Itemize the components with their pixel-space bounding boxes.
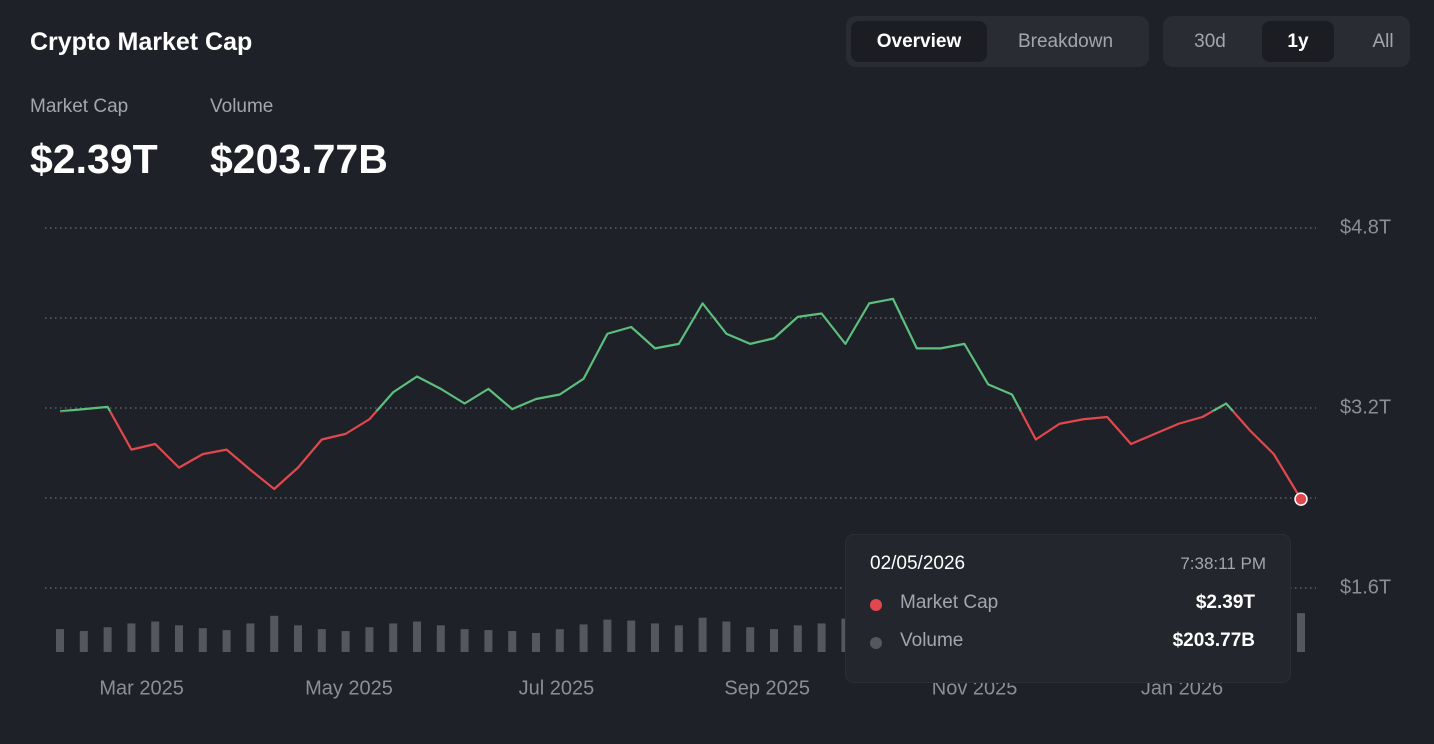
tooltip: 02/05/2026 7:38:11 PM Market Cap $2.39T Vo…	[846, 535, 1290, 682]
volume-bar	[746, 627, 755, 652]
volume-bar	[222, 630, 231, 652]
volume-bar	[841, 618, 850, 652]
volume-bar	[341, 631, 350, 652]
volume-bar	[651, 623, 659, 652]
volume-bar	[151, 621, 160, 652]
stat-value: $2.39T	[30, 136, 158, 182]
x-tick-label: Jan 2026	[1141, 677, 1223, 699]
y-tick-label: $3.2T	[1340, 396, 1391, 418]
volume-bar	[79, 631, 88, 652]
volume-bar	[175, 625, 183, 652]
volume-bar	[698, 617, 707, 652]
volume-bar	[127, 623, 136, 652]
view-tab[interactable]: Overview	[851, 21, 987, 62]
range-tab[interactable]: 1y	[1262, 21, 1334, 62]
x-tick-label: Sep 2025	[724, 677, 810, 699]
volume-bar	[1297, 613, 1305, 652]
volume-bar	[460, 629, 469, 652]
volume-bar	[365, 627, 374, 652]
title: Crypto Market Cap	[30, 28, 253, 56]
tooltip-date: 02/05/2026	[870, 553, 966, 574]
y-tick-label: $1.6T	[1340, 576, 1391, 598]
volume-bar	[579, 624, 588, 652]
x-tick-label: Jul 2025	[519, 677, 595, 699]
volume-bar	[674, 625, 683, 652]
tooltip-label: Volume	[900, 630, 964, 651]
view-tabs: Overview Breakdown	[846, 16, 1149, 67]
volume-bar	[270, 615, 279, 652]
x-tick-label: May 2025	[305, 677, 393, 699]
legend-dot	[870, 599, 882, 611]
stat-label: Market Cap	[30, 96, 129, 117]
volume-bar	[484, 630, 493, 652]
volume-bar	[555, 629, 564, 652]
line	[59, 297, 1235, 412]
volume-bar	[722, 621, 731, 652]
tooltip-label: Market Cap	[900, 592, 999, 613]
volume-bar	[793, 625, 802, 652]
y-tick-label: $4.8T	[1340, 216, 1391, 238]
volume-bar	[389, 623, 398, 652]
volume-bar	[198, 628, 207, 652]
volume-bar	[532, 632, 540, 652]
volume-bar	[246, 623, 255, 652]
stat-value: $203.77B	[210, 136, 388, 182]
volume-bar	[817, 623, 826, 652]
stat-label: Volume	[210, 96, 274, 117]
tooltip-time: 7:38:11 PM	[1180, 554, 1266, 573]
range-tab[interactable]: All	[1372, 31, 1394, 52]
volume-bar	[56, 629, 64, 652]
volume-bar	[508, 631, 517, 652]
x-tick-label: Mar 2025	[99, 677, 184, 699]
volume-bar	[294, 625, 302, 652]
last-point	[1294, 492, 1308, 506]
range-tabs: 30d 1y All	[1163, 16, 1410, 67]
volume-bar	[770, 629, 778, 652]
range-tab[interactable]: 30d	[1194, 31, 1226, 52]
tooltip-row: Market Cap $2.39T	[846, 592, 1290, 616]
tooltip-row: Volume $203.77B	[846, 630, 1290, 654]
volume-bar	[103, 627, 112, 652]
legend-dot	[870, 637, 882, 649]
volume-bar	[317, 629, 326, 652]
volume-bar	[413, 621, 421, 652]
x-tick-label: Nov 2025	[932, 677, 1018, 699]
line	[60, 411, 1302, 500]
tooltip-value: $203.77B	[1172, 630, 1255, 651]
tooltip-value: $2.39T	[1195, 592, 1255, 613]
volume-bar	[627, 620, 636, 652]
volume-bar	[436, 625, 445, 652]
view-tab[interactable]: Breakdown	[1017, 31, 1114, 52]
volume-bar	[603, 619, 612, 652]
